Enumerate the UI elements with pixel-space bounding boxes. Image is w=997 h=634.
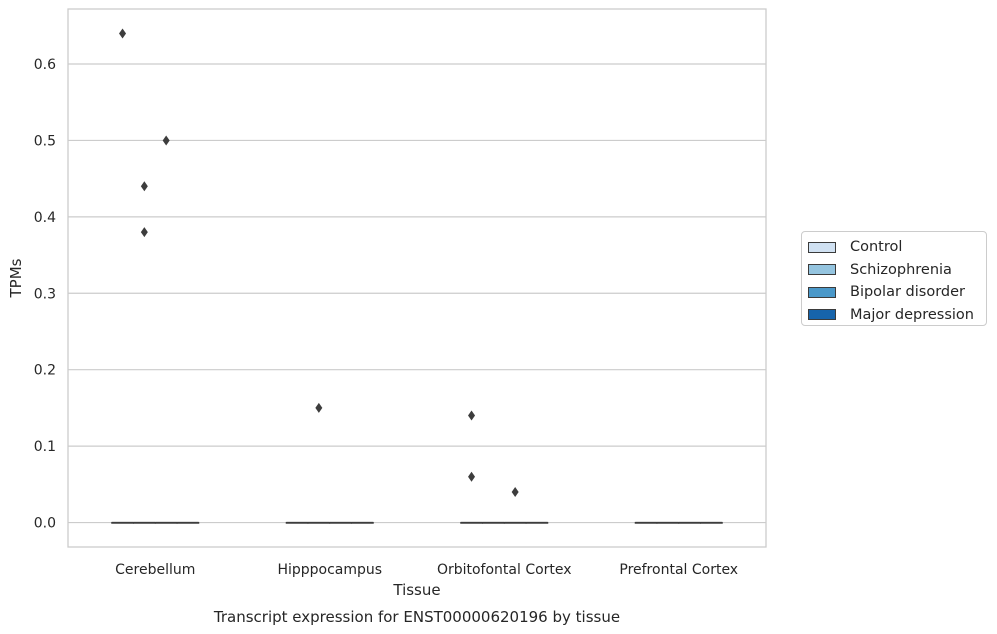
legend-label: Control xyxy=(850,239,903,256)
legend-label: Major depression xyxy=(850,306,974,323)
y-tick-label: 0.2 xyxy=(34,363,56,379)
y-tick-label: 0.4 xyxy=(34,210,56,226)
plot-frame xyxy=(67,8,767,548)
y-tick-label: 0.1 xyxy=(34,439,56,455)
grid-lines xyxy=(68,63,766,524)
legend-swatch xyxy=(808,264,836,276)
outlier-point xyxy=(140,227,148,238)
legend-label: Schizophrenia xyxy=(850,261,952,278)
legend-swatch xyxy=(808,241,836,253)
outlier-point xyxy=(511,486,519,497)
x-tick-label: Prefrontal Cortex xyxy=(619,562,738,578)
box-marks xyxy=(111,28,723,524)
legend-item: Control xyxy=(808,236,986,259)
outlier-point xyxy=(119,28,127,39)
legend-item: Schizophrenia xyxy=(808,259,986,282)
legend-item: Major depression xyxy=(808,304,986,327)
y-axis-label: TPMs xyxy=(7,258,25,298)
y-tick-labels: 0.0 0.1 0.2 0.3 0.4 0.5 0.6 xyxy=(34,57,56,532)
y-tick-label: 0.5 xyxy=(34,133,56,149)
x-axis-label: Tissue xyxy=(392,581,440,599)
x-tick-label: Orbitofontal Cortex xyxy=(437,562,572,578)
legend-label: Bipolar disorder xyxy=(850,284,965,301)
chart-title: Transcript expression for ENST0000062019… xyxy=(213,608,620,626)
outlier-point xyxy=(468,471,476,482)
outlier-point xyxy=(162,135,170,146)
outlier-point xyxy=(468,410,476,421)
legend-swatch xyxy=(808,286,836,298)
x-tick-labels: Cerebellum Hipppocampus Orbitofontal Corte… xyxy=(115,562,738,578)
y-tick-label: 0.3 xyxy=(34,286,56,302)
legend-swatch xyxy=(808,309,836,321)
legend: Control Schizophrenia Bipolar disorder Majo… xyxy=(801,231,987,326)
x-tick-label: Cerebellum xyxy=(115,562,195,578)
y-tick-label: 0.0 xyxy=(34,516,56,532)
outlier-point xyxy=(315,402,323,413)
y-tick-label: 0.6 xyxy=(34,57,56,73)
x-tick-label: Hipppocampus xyxy=(277,562,382,578)
legend-item: Bipolar disorder xyxy=(808,281,986,304)
outlier-point xyxy=(140,181,148,192)
